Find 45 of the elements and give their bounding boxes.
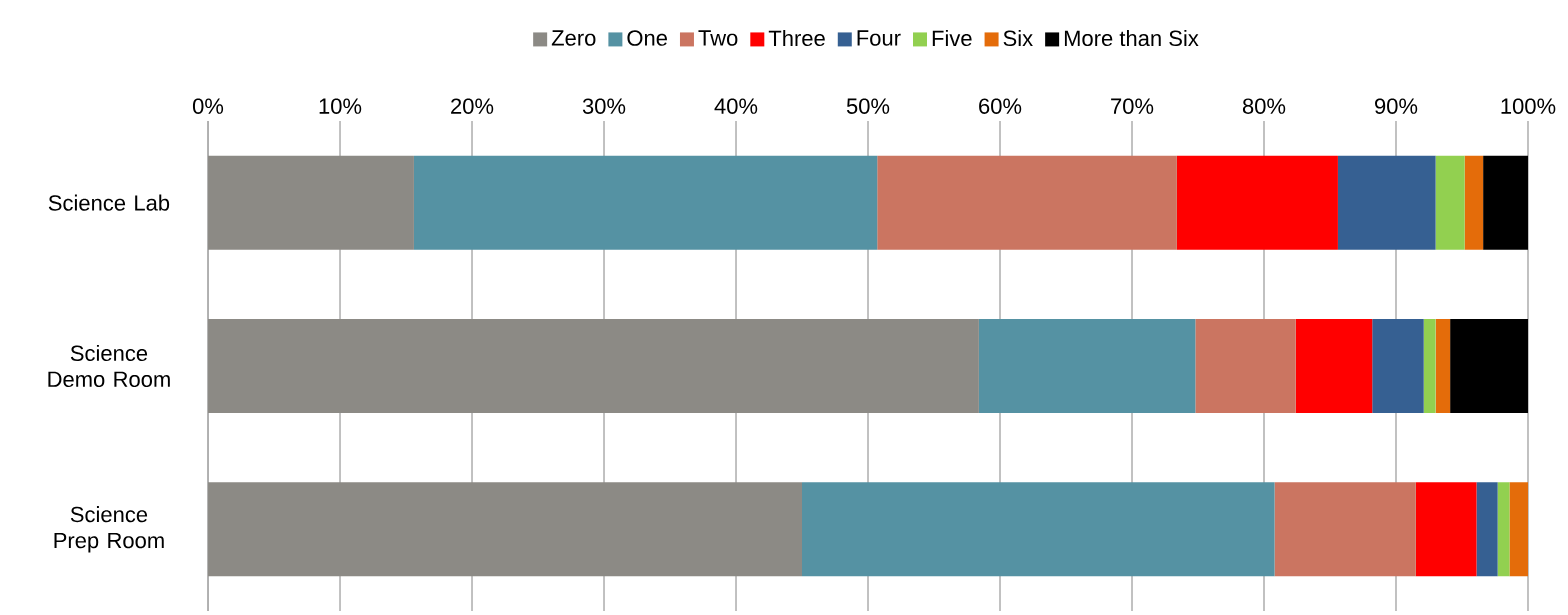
y-tick-label: Science Prep Room [54,506,164,553]
bar [1195,318,1296,413]
bar [1450,318,1528,413]
x-tick-label: 50% [846,98,890,114]
legend-label: Four [857,30,901,46]
legend-label: Five [932,29,972,47]
x-tick-label: 100% [1501,98,1556,114]
legend-label: Zero [551,30,596,46]
y-tick-label: Science Lab [48,194,170,211]
bar [1464,155,1484,250]
bar [1176,155,1338,250]
bar [1274,482,1416,577]
bar [1483,155,1528,250]
bar [1337,155,1436,250]
bar [1476,482,1498,577]
bar [1415,482,1477,577]
x-tick-label: 20% [451,98,494,114]
bar [1497,482,1510,577]
bar [877,155,1177,250]
bar [1295,318,1373,413]
bar [1509,482,1528,577]
legend-label: Three [768,29,825,47]
y-tick-label: Science Demo Room [48,344,170,388]
x-tick-label: 10% [319,98,362,114]
bar [1435,155,1465,250]
bar [1372,318,1424,413]
x-tick-label: 90% [1375,98,1418,114]
legend-label: Six [1003,29,1033,47]
x-tick-label: 70% [1111,98,1154,114]
x-tick-label: 60% [979,98,1022,114]
legend-label: More than Six [1064,29,1199,47]
bar [802,482,1275,577]
bar [208,318,979,413]
bar [413,155,878,250]
x-tick-label: 80% [1242,98,1286,114]
bar [208,155,414,250]
x-tick-label: 30% [582,98,626,114]
bar [978,318,1196,413]
bar [1423,318,1436,413]
legend-label: One [627,30,667,46]
x-tick-label: 0% [192,98,224,114]
legend-label: Two [698,30,738,46]
x-tick-label: 40% [714,98,758,114]
bar [208,482,802,577]
bar [1435,318,1451,413]
